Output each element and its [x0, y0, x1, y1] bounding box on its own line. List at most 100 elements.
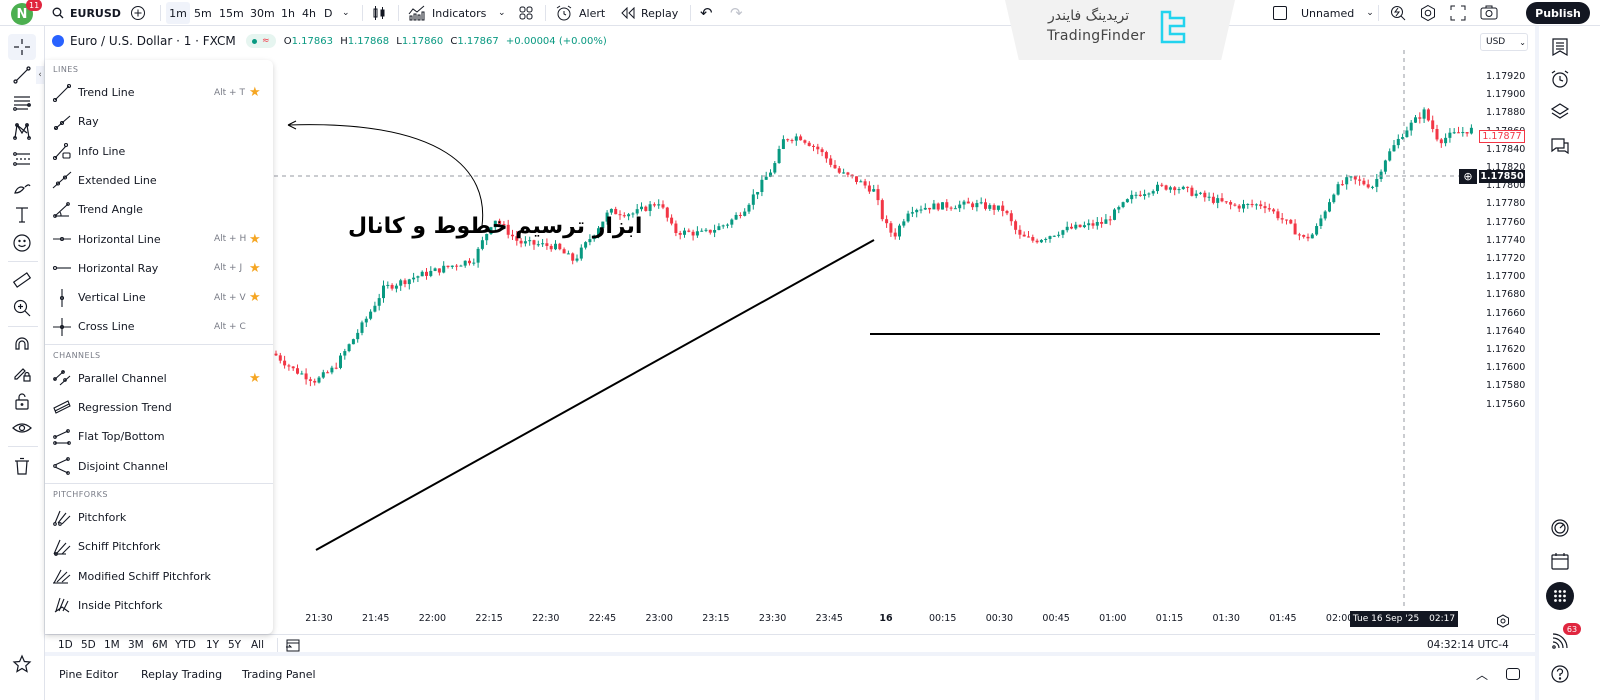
menu-item-pitchfork[interactable]: Pitchfork [45, 503, 273, 531]
timeframe-D[interactable]: D [324, 6, 333, 20]
tab-replay-trading[interactable]: Replay Trading [141, 668, 223, 681]
menu-item-inside-pitchfork[interactable]: Inside Pitchfork [45, 591, 273, 619]
maximize-panel-button[interactable] [1506, 668, 1520, 680]
trend-line-tools[interactable] [10, 63, 34, 87]
fib-tools[interactable] [10, 91, 34, 115]
menu-item-trend-angle[interactable]: Trend Angle [45, 196, 273, 224]
calendar-button[interactable] [1548, 549, 1572, 573]
menu-divider [45, 482, 273, 484]
chats-button[interactable] [1548, 134, 1572, 158]
price-tick-label: 1.17660 [1486, 307, 1526, 319]
menu-item-extended-line[interactable]: Extended Line [45, 166, 273, 194]
favorite-star-icon[interactable]: ★ [249, 290, 261, 306]
chart-type-button[interactable] [371, 0, 387, 26]
object-tree-button[interactable] [1548, 99, 1572, 123]
watchlist-button[interactable] [1548, 35, 1572, 59]
currency-select[interactable]: USD ⌄ [1480, 33, 1528, 51]
range-1D[interactable]: 1D [58, 639, 73, 651]
range-YTD[interactable]: YTD [175, 639, 196, 651]
screenshot-button[interactable] [1480, 0, 1498, 26]
quick-search-button[interactable] [1389, 0, 1407, 26]
zoom-in-tool[interactable] [10, 296, 34, 320]
favorite-star-icon[interactable]: ★ [249, 85, 261, 100]
favorite-star-icon[interactable]: ★ [249, 231, 261, 247]
menu-item-ray[interactable]: Ray [45, 108, 273, 136]
range-3M[interactable]: 3M [128, 639, 144, 651]
timeframe-dropdown[interactable]: ⌄ [338, 2, 354, 24]
help-button[interactable] [1548, 662, 1572, 686]
symbol-description[interactable]: Euro / U.S. Dollar · 1 · FXCM [70, 34, 236, 48]
measure-tool[interactable] [10, 268, 34, 292]
menu-item-vertical-line[interactable]: Vertical Line Alt + V ★ [45, 284, 273, 312]
undo-button[interactable]: ↶ [700, 0, 713, 26]
range-5Y[interactable]: 5Y [228, 639, 242, 651]
favorite-star-icon[interactable]: ★ [249, 370, 261, 386]
timeframe-15m[interactable]: 15m [219, 6, 244, 20]
menu-item-parallel-channel[interactable]: Parallel Channel ★ [45, 364, 273, 392]
timeframe-1h[interactable]: 1h [281, 6, 295, 20]
menu-item-horizontal-line[interactable]: Horizontal Line Alt + H ★ [45, 225, 273, 253]
range-6M[interactable]: 6M [152, 639, 168, 651]
text-tools[interactable] [10, 203, 34, 227]
compare-symbol-button[interactable] [130, 0, 146, 26]
publish-button[interactable]: Publish [1526, 2, 1590, 24]
market-status-pill[interactable]: ≈ [245, 34, 276, 48]
magnet-tool[interactable] [10, 333, 34, 357]
tab-trading-panel[interactable]: Trading Panel [242, 668, 316, 681]
brush-tools[interactable] [10, 175, 34, 199]
add-alert-plus-button[interactable]: ⊕ [1459, 169, 1477, 184]
alert-button[interactable]: Alert [555, 0, 605, 26]
settings-button[interactable] [1419, 0, 1437, 26]
timeframe-1m[interactable]: 1m [166, 2, 190, 24]
menu-item-schiff-pitchfork[interactable]: Schiff Pitchfork [45, 533, 273, 561]
forecasting-tools[interactable] [10, 147, 34, 171]
stay-in-drawing-mode[interactable] [10, 361, 34, 385]
indicators-button[interactable]: Indicators [408, 0, 486, 26]
menu-item-cross-line[interactable]: Cross Line Alt + C [45, 313, 273, 341]
layout-select[interactable]: Unnamed ⌄ [1273, 0, 1374, 26]
range-All[interactable]: All [251, 639, 265, 651]
axis-settings-button[interactable] [1496, 613, 1510, 632]
menu-item-info-line[interactable]: Info Line [45, 137, 273, 165]
screener-button[interactable] [1548, 516, 1572, 540]
range-1Y[interactable]: 1Y [206, 639, 220, 651]
menu-item-label: Disjoint Channel [78, 459, 169, 473]
indicators-dropdown[interactable]: ⌄ [494, 2, 510, 24]
menu-item-modified-schiff-pitchfork[interactable]: Modified Schiff Pitchfork [45, 562, 273, 590]
timeframe-4h[interactable]: 4h [302, 6, 316, 20]
menu-item-disjoint-channel[interactable]: Disjoint Channel [45, 452, 273, 480]
lock-drawings[interactable] [10, 389, 34, 413]
candlestick-chart[interactable] [274, 50, 1474, 606]
collapse-menu-arrow[interactable]: ‹ [36, 66, 44, 84]
notifications-button[interactable] [1548, 629, 1572, 653]
layout-templates-button[interactable] [518, 0, 534, 26]
pattern-tools[interactable] [10, 119, 34, 143]
collapse-panel-button[interactable]: ︿ [1476, 666, 1488, 683]
time-axis[interactable]: 21:30 21:45 22:00 22:15 22:30 22:45 23:00 23:15… [274, 610, 1474, 630]
watermark-logo-background [1005, 0, 1235, 60]
menu-item-flat-top-bottom[interactable]: Flat Top/Bottom [45, 423, 273, 451]
redo-button[interactable]: ↷ [730, 0, 743, 26]
range-1M[interactable]: 1M [104, 639, 120, 651]
clock-timezone[interactable]: 04:32:14 UTC-4 [1427, 639, 1509, 651]
tab-pine-editor[interactable]: Pine Editor [59, 668, 119, 681]
favorite-star-icon[interactable]: ★ [249, 260, 261, 276]
menu-item-label: Vertical Line [78, 291, 146, 305]
menu-item-trend-line[interactable]: Trend Line Alt + T ★ [45, 79, 273, 107]
range-5D[interactable]: 5D [81, 639, 96, 651]
alerts-button[interactable] [1548, 67, 1572, 91]
icon-tools[interactable] [10, 231, 34, 255]
timeframe-5m[interactable]: 5m [194, 6, 212, 20]
symbol-search-button[interactable]: EURUSD [52, 0, 121, 26]
remove-drawings[interactable] [10, 454, 34, 478]
fullscreen-button[interactable] [1450, 0, 1466, 26]
hide-drawings[interactable] [10, 417, 34, 441]
replay-button[interactable]: Replay [621, 0, 678, 26]
crosshair-tool[interactable] [8, 34, 36, 60]
go-to-date-button[interactable] [285, 637, 301, 657]
menu-item-horizontal-ray[interactable]: Horizontal Ray Alt + J ★ [45, 254, 273, 282]
timeframe-30m[interactable]: 30m [250, 6, 275, 20]
products-button[interactable] [1546, 582, 1574, 610]
menu-item-regression-trend[interactable]: Regression Trend [45, 394, 273, 422]
favorites-toolbar[interactable] [10, 652, 34, 676]
